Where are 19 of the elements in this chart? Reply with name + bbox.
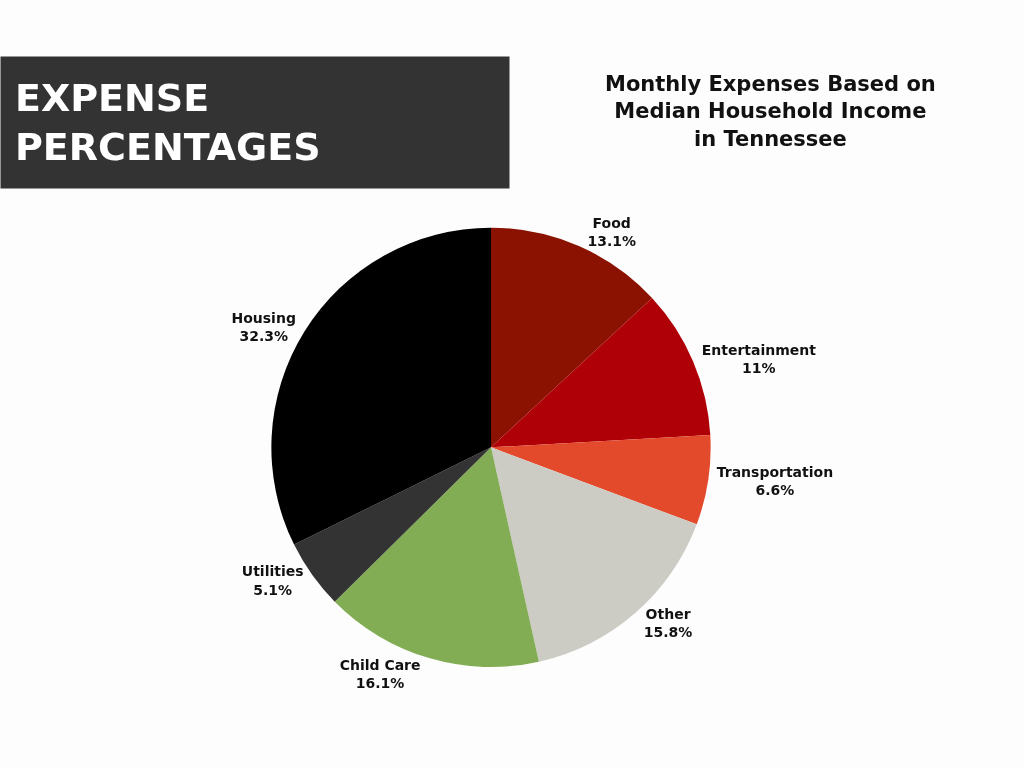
slice-label: Other — [645, 605, 691, 622]
chart-subtitle: Monthly Expenses Based on Median Household Income in Tennessee — [605, 72, 936, 151]
pie-slice — [491, 447, 697, 662]
pie-slice — [491, 227, 653, 448]
slice-label: Transportation — [716, 463, 834, 480]
pie-slice — [491, 434, 711, 525]
slice-label: Entertainment — [701, 341, 817, 358]
data-label: 13.1% — [587, 232, 636, 249]
data-label: 32.3% — [239, 327, 288, 344]
slice-label: Child Care — [339, 656, 421, 673]
slice-label: Utilities — [241, 563, 304, 580]
slice-label: Housing — [231, 309, 296, 326]
data-label: 6.6% — [755, 481, 795, 498]
data-label: 15.8% — [643, 623, 693, 640]
data-label: 16.1% — [355, 674, 405, 691]
data-label: 11% — [742, 359, 776, 376]
data-label: 5.1% — [253, 581, 293, 598]
chart-title: EXPENSE PERCENTAGES — [15, 75, 321, 170]
slice-label: Food — [592, 214, 631, 231]
